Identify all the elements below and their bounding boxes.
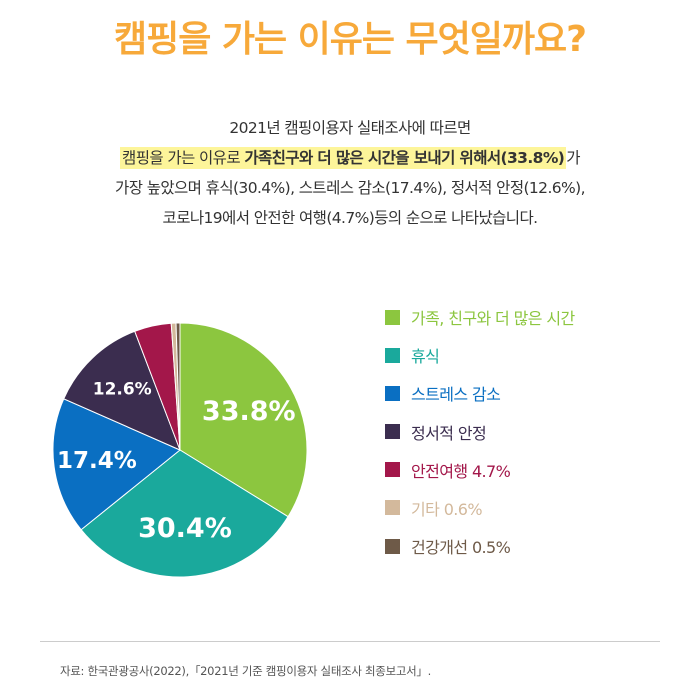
intro-line-3: 가장 높았으며 휴식(30.4%), 스트레스 감소(17.4%), 정서적 안…: [115, 179, 585, 197]
legend-label-3: 스트레스 감소: [411, 385, 501, 405]
intro-line-2-bold: 가족친구와 더 많은 시간을 보내기 위해서(33.8%): [244, 149, 565, 167]
legend-swatch-1: [385, 309, 400, 325]
legend-label-1: 가족, 친구와 더 많은 시간: [411, 309, 575, 328]
pie-slice-2: [80, 449, 289, 578]
page-title: 캠핑을 가는 이유는 무엇일까요?: [113, 19, 587, 60]
pie-slice-4: [63, 330, 181, 451]
legend-item-3: 스트레스 감소: [385, 382, 575, 404]
legend-label-4: 정서적 안정: [411, 423, 487, 443]
pie-slice-7: [175, 322, 181, 451]
legend-item-1: 가족, 친구와 더 많은 시간: [385, 306, 575, 328]
legend-swatch-3: [385, 385, 400, 401]
legend-item-5: 안전여행 4.7%: [385, 459, 575, 481]
legend-swatch-4: [385, 424, 400, 440]
pie-slice-3: [52, 398, 181, 531]
pie-slice-1: [179, 322, 308, 518]
legend-item-2: 휴식: [385, 344, 575, 366]
slice-label-4: 12.6%: [93, 379, 152, 399]
legend-label-2: 휴식: [411, 347, 440, 367]
divider: [40, 641, 660, 642]
source-note: 자료: 한국관광공사(2022),「2021년 기준 캠핑이용자 실태조사 최종…: [60, 664, 431, 678]
intro-highlight: 캠핑을 가는 이유로 가족친구와 더 많은 시간을 보내기 위해서(33.8%): [120, 147, 567, 169]
intro-line-2-post: 가: [566, 149, 580, 167]
intro-line-2-pre: 캠핑을 가는 이유로: [122, 149, 245, 167]
legend-swatch-2: [385, 347, 400, 363]
legend-item-6: 기타 0.6%: [385, 497, 575, 519]
intro-line-1: 2021년 캠핑이용자 실태조사에 따르면: [229, 119, 471, 137]
legend-label-5: 안전여행 4.7%: [411, 461, 511, 481]
legend-item-4: 정서적 안정: [385, 421, 575, 443]
legend-swatch-6: [385, 500, 400, 516]
intro-line-2: 캠핑을 가는 이유로 가족친구와 더 많은 시간을 보내기 위해서(33.8%)…: [40, 146, 660, 169]
intro-line-4: 코로나19에서 안전한 여행(4.7%)등의 순으로 나타났습니다.: [162, 209, 539, 227]
slice-label-1: 33.8%: [202, 396, 296, 427]
pie-chart: 33.8% 30.4% 17.4% 12.6%: [52, 322, 308, 578]
legend-label-7: 건강개선 0.5%: [411, 538, 511, 558]
legend-label-6: 기타 0.6%: [411, 499, 483, 519]
slice-label-3: 17.4%: [57, 448, 137, 474]
legend-item-7: 건강개선 0.5%: [385, 535, 575, 557]
slice-label-2: 30.4%: [138, 513, 232, 544]
legend-swatch-5: [385, 462, 400, 478]
legend-swatch-7: [385, 538, 400, 554]
